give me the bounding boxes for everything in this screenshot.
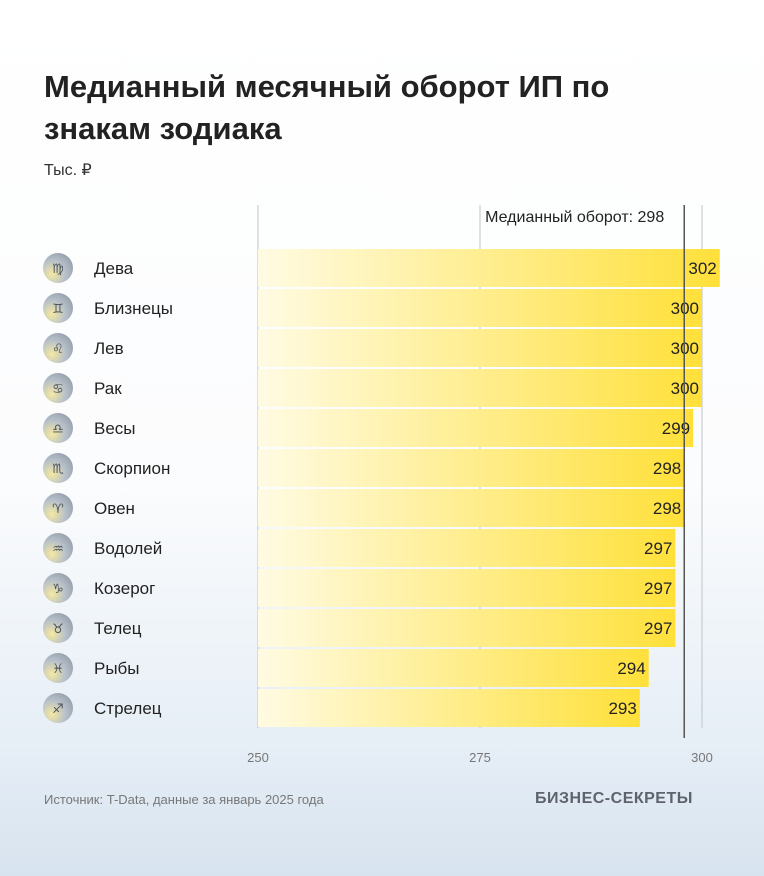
- zodiac-glyph: ♑: [52, 582, 64, 597]
- bar: [258, 409, 694, 447]
- category-label: Рак: [94, 379, 122, 398]
- category-label: Близнецы: [94, 299, 173, 318]
- bar: [258, 529, 676, 567]
- category-label: Рыбы: [94, 659, 140, 678]
- zodiac-glyph: ♈: [52, 502, 64, 517]
- zodiac-icon: [43, 373, 73, 403]
- data-label: 297: [644, 579, 672, 598]
- zodiac-icon: [43, 293, 73, 323]
- bar: [258, 569, 676, 607]
- zodiac-icon: [43, 613, 73, 643]
- zodiac-glyph: ♏: [52, 462, 64, 477]
- data-label: 294: [617, 659, 645, 678]
- zodiac-glyph: ♒: [52, 542, 64, 557]
- zodiac-icon: [43, 653, 73, 683]
- bar: [258, 449, 685, 487]
- zodiac-icon: [43, 493, 73, 523]
- category-label: Дева: [94, 259, 134, 278]
- bar: [258, 329, 702, 367]
- zodiac-glyph: ♍: [52, 262, 64, 277]
- x-tick-label: 250: [247, 750, 269, 765]
- category-label: Водолей: [94, 539, 162, 558]
- zodiac-glyph: ♋: [52, 382, 64, 397]
- data-label: 298: [653, 459, 681, 478]
- zodiac-icon: [43, 453, 73, 483]
- bar: [258, 489, 685, 527]
- unit-label: Тыс. ₽: [44, 162, 92, 179]
- chart-title: Медианный месячный оборот ИП по знакам з…: [44, 69, 610, 146]
- category-label: Скорпион: [94, 459, 170, 478]
- data-label: 299: [662, 419, 690, 438]
- zodiac-icon: [43, 333, 73, 363]
- x-tick-label: 275: [469, 750, 491, 765]
- zodiac-icon: [43, 253, 73, 283]
- median-label: Медианный оборот: 298: [485, 209, 664, 226]
- category-label: Стрелец: [94, 699, 162, 718]
- zodiac-glyph: ♊: [52, 302, 64, 317]
- zodiac-icon: [43, 693, 73, 723]
- bar: [258, 689, 640, 727]
- bar: [258, 249, 720, 287]
- category-label: Телец: [94, 619, 142, 638]
- zodiac-glyph: ♉: [52, 622, 64, 637]
- zodiac-glyph: ♓: [52, 662, 64, 677]
- data-label: 297: [644, 619, 672, 638]
- data-label: 298: [653, 499, 681, 518]
- bar: [258, 369, 702, 407]
- x-tick-label: 300: [691, 750, 713, 765]
- category-label: Овен: [94, 499, 135, 518]
- category-label: Весы: [94, 419, 136, 438]
- zodiac-icon: [43, 573, 73, 603]
- zodiac-glyph: ♎: [52, 422, 64, 437]
- data-label: 302: [688, 259, 716, 278]
- brand-logo: БИЗНЕС-СЕКРЕТЫ: [535, 790, 693, 807]
- zodiac-glyph: ♐: [52, 702, 64, 717]
- bar: [258, 289, 702, 327]
- zodiac-icon: [43, 413, 73, 443]
- category-label: Лев: [94, 339, 124, 358]
- bar: [258, 609, 676, 647]
- zodiac-glyph: ♌: [52, 342, 64, 357]
- bar: [258, 649, 649, 687]
- data-label: 293: [608, 699, 636, 718]
- category-label: Козерог: [94, 579, 155, 598]
- zodiac-icon: [43, 533, 73, 563]
- data-label: 297: [644, 539, 672, 558]
- source-note: Источник: T-Data, данные за январь 2025 …: [44, 792, 324, 807]
